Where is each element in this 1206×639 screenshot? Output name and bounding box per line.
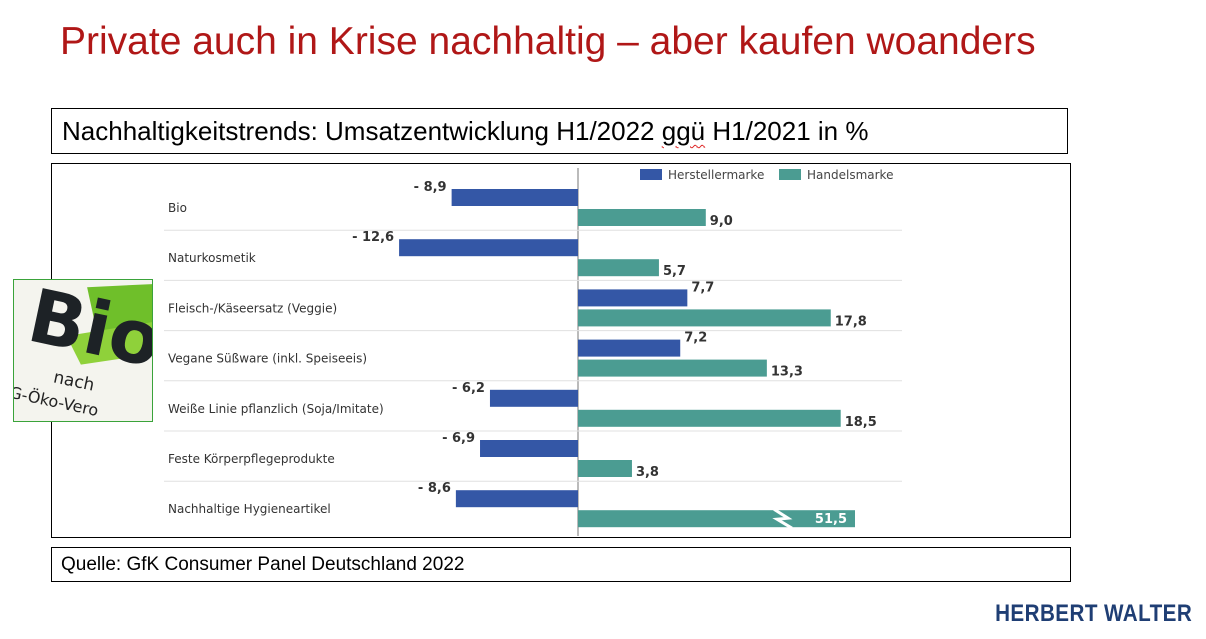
data-label: - 12,6 (352, 230, 394, 245)
data-label: 13,3 (771, 365, 803, 380)
bio-seal-icon: Bio nach EG-Öko-Vero (14, 280, 152, 421)
bar-herstellermarke (455, 490, 578, 508)
legend-swatch-0 (640, 169, 662, 180)
legend-label-1: Handelsmarke (807, 168, 893, 182)
chart-subtitle-flagged-word: ggü (661, 116, 706, 146)
data-label: 17,8 (835, 314, 867, 329)
bar-handelsmarke (578, 259, 659, 277)
bar-herstellermarke (451, 189, 578, 206)
data-label: 3,8 (636, 465, 659, 480)
category-label: Naturkosmetik (168, 251, 256, 265)
bar-herstellermarke (480, 440, 578, 457)
data-label: - 8,9 (414, 180, 447, 195)
data-label: 7,2 (684, 331, 707, 346)
bar-herstellermarke (489, 389, 578, 407)
page-title: Private auch in Krise nachhaltig – aber … (60, 20, 1036, 63)
data-label: 51,5 (815, 512, 847, 527)
bar-handelsmarke (578, 409, 841, 427)
chart-area: Bio - 8,9 9,0 Naturkosmetik - 12,6 5,7 Fleisch… (51, 163, 1071, 538)
data-label: - 6,9 (442, 431, 475, 446)
bar-handelsmarke (578, 510, 855, 528)
brand-logo: HERBERT WALTER (994, 600, 1192, 627)
data-label: 7,7 (691, 280, 714, 295)
category-label: Feste Körperpflegeprodukte (168, 452, 335, 466)
axis-break-mark (772, 507, 793, 530)
source-note: Quelle: GfK Consumer Panel Deutschland 2… (51, 547, 1071, 582)
data-label: - 6,2 (452, 381, 485, 396)
bar-herstellermarke (399, 239, 578, 257)
bar-chart: Bio - 8,9 9,0 Naturkosmetik - 12,6 5,7 Fleisch… (164, 168, 902, 536)
category-label: Bio (168, 201, 187, 215)
category-label: Weiße Linie pflanzlich (Soja/Imitate) (168, 402, 384, 416)
category-label: Nachhaltige Hygieneartikel (168, 502, 331, 516)
chart-subtitle-part-1: Nachhaltigkeitstrends: Umsatzentwicklung… (62, 116, 662, 146)
data-label: 18,5 (845, 415, 877, 430)
chart-subtitle-part-2: H1/2021 in % (705, 116, 869, 146)
data-label: 9,0 (710, 214, 733, 229)
data-label: 5,7 (663, 264, 686, 279)
category-label: Vegane Süßware (inkl. Speiseeis) (168, 352, 367, 366)
bar-handelsmarke (578, 359, 767, 377)
bar-handelsmarke (578, 209, 706, 226)
data-label: - 8,6 (418, 481, 451, 496)
category-label: Fleisch-/Käseersatz (Veggie) (168, 301, 337, 315)
chart-subtitle-box: Nachhaltigkeitstrends: Umsatzentwicklung… (51, 108, 1068, 154)
bar-handelsmarke (578, 460, 632, 477)
legend-label-0: Herstellermarke (668, 168, 764, 182)
bar-herstellermarke (578, 289, 688, 307)
bio-logo-image: Bio nach EG-Öko-Vero (13, 279, 153, 422)
bar-handelsmarke (578, 309, 831, 327)
bar-herstellermarke (578, 339, 681, 357)
legend-swatch-1 (779, 169, 801, 180)
